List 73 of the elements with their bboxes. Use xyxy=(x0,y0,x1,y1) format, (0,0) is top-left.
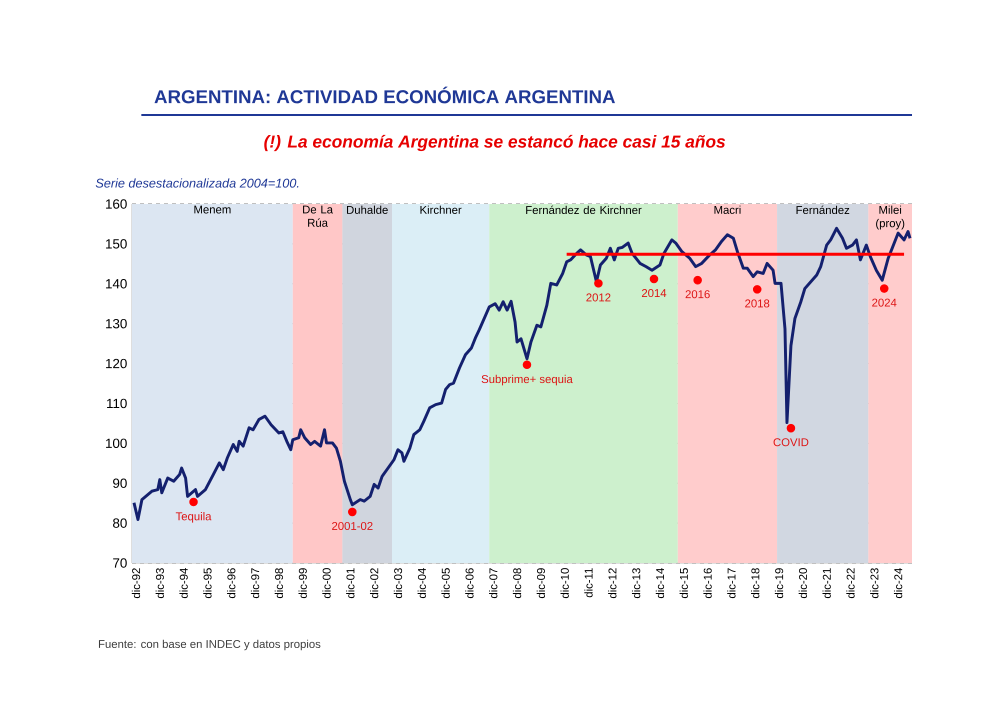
annotation: Subprime+ sequia xyxy=(482,374,573,386)
x-tick-label: dic-19 xyxy=(774,568,784,598)
band-label: Fernández xyxy=(796,206,850,214)
x-tick-label: dic-01 xyxy=(346,568,354,598)
band-label: Milei (proy) xyxy=(876,206,904,230)
x-tick-label: dic-02 xyxy=(370,568,378,598)
chart-subtitle: (!) La economía Argentina se estancó hace casi 15 años xyxy=(264,134,726,152)
x-tick-label: dic-04 xyxy=(418,568,426,598)
annotation: 2016 xyxy=(686,290,710,298)
y-tick-label: 100 xyxy=(106,438,127,448)
annotation: 2024 xyxy=(872,298,896,307)
y-axis-title: Serie desestacionalizada 2004=100. xyxy=(96,178,298,188)
annotation: Tequila xyxy=(176,512,212,523)
x-tick-label: dic-93 xyxy=(156,568,164,598)
x-tick-label: dic-94 xyxy=(179,568,188,598)
point xyxy=(880,284,888,293)
y-tick-label: 140 xyxy=(106,279,127,288)
x-tick-label: dic-05 xyxy=(441,568,450,598)
point xyxy=(189,498,198,506)
x-tick-label: dic-95 xyxy=(203,568,212,598)
y-tick-label: 160 xyxy=(106,199,127,209)
band-label: Fernández de Kirchner xyxy=(526,206,642,214)
y-tick-label: 90 xyxy=(113,478,127,488)
annotation: 2014 xyxy=(642,289,666,298)
x-tick-label: dic-17 xyxy=(727,568,736,598)
x-tick-label: dic-24 xyxy=(894,568,902,598)
band-label: Duhalde xyxy=(347,206,388,214)
point xyxy=(522,360,532,370)
x-tick-label: dic-96 xyxy=(227,568,236,598)
x-tick-label: dic-99 xyxy=(298,568,307,598)
x-tick-label: dic-10 xyxy=(560,568,569,598)
band-label: De La Rúa xyxy=(303,206,333,227)
x-tick-label: dic-03 xyxy=(394,568,402,598)
y-tick-label: 130 xyxy=(106,318,127,328)
x-tick-label: dic-18 xyxy=(751,568,760,598)
y-tick-label: 80 xyxy=(113,518,127,528)
x-tick-label: dic-92 xyxy=(132,568,140,598)
band-label: Macri xyxy=(714,206,741,214)
point xyxy=(650,274,658,284)
x-tick-label: dic-98 xyxy=(274,568,284,598)
x-tick-label: dic-08 xyxy=(512,568,522,598)
x-tick-label: dic-12 xyxy=(608,568,616,598)
source-note: Fuente: con base en INDEC y datos propios xyxy=(98,640,320,650)
point xyxy=(594,279,603,288)
y-tick-label: 110 xyxy=(107,398,127,408)
point xyxy=(786,424,796,432)
y-tick-label: 70 xyxy=(113,558,127,568)
x-tick-label: dic-00 xyxy=(322,568,331,598)
band-label: Menem xyxy=(194,206,231,214)
y-tick-label: 120 xyxy=(106,358,127,368)
chart-title: ARGENTINA: ACTIVIDAD ECONÓMICA ARGENTINA xyxy=(154,86,615,104)
y-tick-label: 150 xyxy=(106,239,127,249)
point xyxy=(752,285,762,294)
point xyxy=(348,508,357,516)
annotation: COVID xyxy=(774,438,808,446)
band-label: Kirchner xyxy=(420,206,462,214)
x-tick-label: dic-13 xyxy=(632,568,640,598)
x-tick-label: dic-11 xyxy=(584,568,593,598)
x-tick-label: dic-23 xyxy=(870,568,878,598)
x-tick-label: dic-15 xyxy=(680,568,688,598)
x-tick-label: dic-22 xyxy=(846,568,855,598)
x-tick-label: dic-07 xyxy=(489,568,498,598)
x-tick-label: dic-16 xyxy=(703,568,712,598)
annotation: 2012 xyxy=(586,293,610,302)
x-tick-label: dic-97 xyxy=(250,568,260,598)
x-tick-label: dic-09 xyxy=(536,568,546,598)
x-tick-label: dic-06 xyxy=(465,568,474,598)
x-tick-label: dic-20 xyxy=(798,568,807,598)
point xyxy=(693,276,702,284)
x-tick-label: dic-14 xyxy=(656,568,664,598)
annotation: 2001-02 xyxy=(332,522,373,530)
x-tick-label: dic-21 xyxy=(822,568,831,598)
annotation: 2018 xyxy=(745,299,770,308)
